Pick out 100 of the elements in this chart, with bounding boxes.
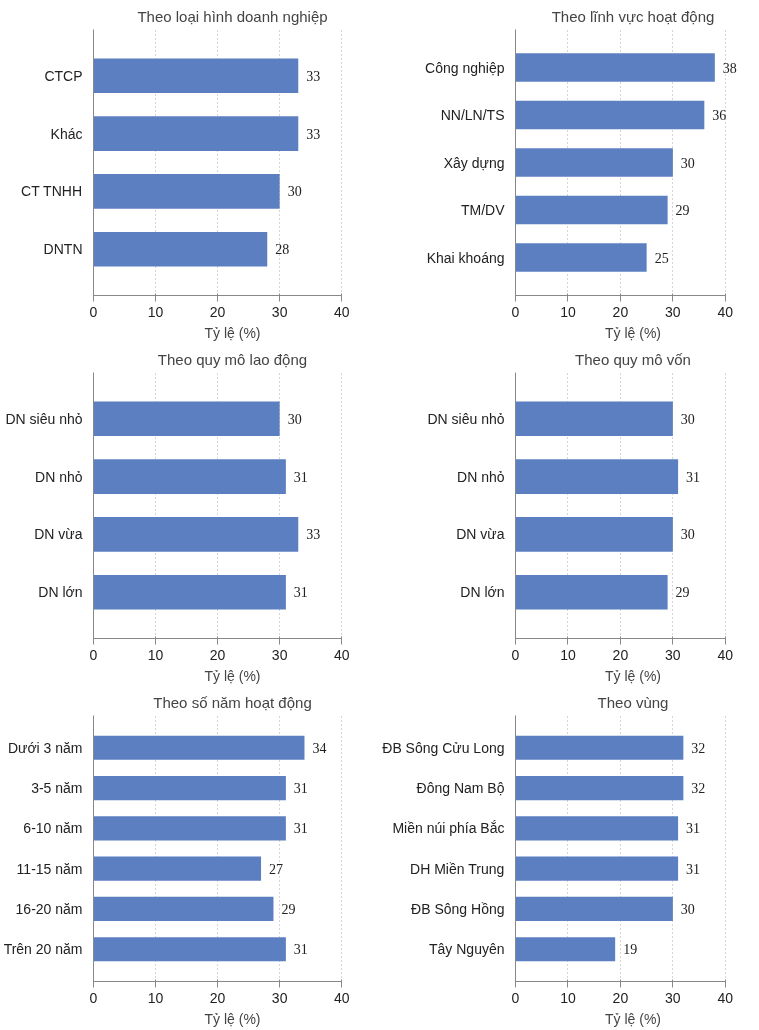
y-tick-label: DN lớn <box>460 584 505 601</box>
x-tick-label: 40 <box>717 303 734 320</box>
data-label: 34 <box>312 740 327 756</box>
data-label: 30 <box>680 411 695 427</box>
y-tick-label: DH Miền Trung <box>410 860 505 877</box>
y-tick-label: 16-20 năm <box>15 900 83 917</box>
y-tick-label: Dưới 3 năm <box>7 739 83 756</box>
data-label: 31 <box>293 942 308 958</box>
data-label: 30 <box>680 901 695 917</box>
y-tick-label: DN nhỏ <box>457 468 505 485</box>
x-tick-label: 20 <box>612 989 629 1006</box>
data-label: 33 <box>306 68 321 84</box>
chart-title: Theo quy mô lao động <box>157 350 308 368</box>
x-tick-label: 0 <box>89 989 98 1006</box>
x-tick-label: 20 <box>209 303 226 320</box>
x-tick-label: 40 <box>333 646 350 663</box>
y-tick-label: Miền núi phía Bắc <box>392 820 505 837</box>
x-tick-label: 40 <box>333 303 350 320</box>
x-tick-label: 0 <box>89 303 98 320</box>
y-tick-label: 6-10 năm <box>23 820 83 837</box>
x-tick-label: 10 <box>147 989 164 1006</box>
x-axis-title: Tỷ lệ (%) <box>204 1010 261 1027</box>
data-label: 36 <box>712 108 727 123</box>
y-tick-label: ĐB Sông Hồng <box>411 900 505 917</box>
data-label: 31 <box>686 861 701 877</box>
data-label: 29 <box>675 203 690 218</box>
x-tick-label: 10 <box>147 646 164 663</box>
chart-title: Theo quy mô vốn <box>575 350 691 368</box>
x-tick-label: 30 <box>271 303 288 320</box>
y-tick-label: DN nhỏ <box>35 468 83 485</box>
y-tick-label: Trên 20 năm <box>3 941 83 958</box>
data-label: 30 <box>287 184 302 200</box>
x-tick-label: 30 <box>665 989 681 1006</box>
data-label: 19 <box>623 942 638 958</box>
x-tick-label: 10 <box>560 303 576 320</box>
x-tick-label: 30 <box>665 646 681 663</box>
data-label: 33 <box>306 527 321 543</box>
chart-title: Theo vùng <box>597 693 669 711</box>
data-label: 32 <box>691 740 706 756</box>
x-tick-label: 0 <box>511 989 520 1006</box>
data-label: 31 <box>293 585 308 601</box>
data-label: 29 <box>281 901 296 917</box>
x-tick-label: 0 <box>511 646 520 663</box>
y-tick-label: 11-15 năm <box>16 860 83 877</box>
data-label: 31 <box>686 821 701 837</box>
x-tick-label: 0 <box>511 303 520 320</box>
y-tick-label: Khác <box>50 125 83 142</box>
data-label: 31 <box>686 469 701 485</box>
y-tick-label: Tây Nguyên <box>429 941 505 958</box>
y-tick-label: Xây dựng <box>443 154 505 171</box>
data-label: 38 <box>722 60 737 76</box>
data-label: 33 <box>306 126 321 142</box>
data-label: 30 <box>680 527 695 543</box>
y-tick-label: NN/LN/TS <box>440 107 505 123</box>
data-label: 31 <box>293 469 308 485</box>
y-tick-label: CTCP <box>44 67 83 84</box>
y-tick-label: Đông Nam Bộ <box>416 780 505 797</box>
y-tick-label: CT TNHH <box>21 183 82 200</box>
x-tick-label: 10 <box>560 989 576 1006</box>
data-label: 30 <box>287 411 302 427</box>
x-axis-title: Tỷ lệ (%) <box>605 667 661 684</box>
x-tick-label: 10 <box>147 303 164 320</box>
y-tick-label: DN lớn <box>38 584 83 601</box>
data-label: 31 <box>293 781 308 797</box>
x-tick-label: 20 <box>612 646 629 663</box>
x-tick-label: 20 <box>209 646 226 663</box>
x-axis-title: Tỷ lệ (%) <box>204 667 261 684</box>
y-tick-label: DN vừa <box>456 526 505 543</box>
data-label: 32 <box>691 781 706 797</box>
x-axis-title: Tỷ lệ (%) <box>605 324 661 341</box>
data-label: 29 <box>675 585 690 601</box>
y-tick-label: Công nghiệp <box>425 59 505 76</box>
chart-title: Theo số năm hoạt động <box>153 693 312 711</box>
x-tick-label: 10 <box>560 646 576 663</box>
y-tick-label: DN siêu nhỏ <box>5 410 83 427</box>
y-tick-label: DN siêu nhỏ <box>427 410 505 427</box>
x-tick-label: 40 <box>717 646 734 663</box>
y-tick-label: 3-5 năm <box>31 780 83 797</box>
x-tick-label: 40 <box>717 989 734 1006</box>
chart-title: Theo lĩnh vực hoạt động <box>551 7 715 25</box>
y-tick-label: ĐB Sông Cửu Long <box>382 739 505 756</box>
x-tick-label: 20 <box>612 303 629 320</box>
x-tick-label: 0 <box>89 646 98 663</box>
data-label: 27 <box>269 861 284 877</box>
x-tick-label: 40 <box>333 989 350 1006</box>
x-axis-title: Tỷ lệ (%) <box>204 324 261 341</box>
data-label: 30 <box>680 155 695 171</box>
chart-title: Theo loại hình doanh nghiệp <box>137 7 328 25</box>
x-axis-title: Tỷ lệ (%) <box>605 1010 661 1027</box>
x-tick-label: 30 <box>271 646 288 663</box>
data-label: 28 <box>275 242 290 258</box>
y-tick-label: Khai khoáng <box>426 249 505 266</box>
x-tick-label: 30 <box>271 989 288 1006</box>
y-tick-label: TM/DV <box>460 202 506 218</box>
x-tick-label: 20 <box>209 989 226 1006</box>
x-tick-label: 30 <box>665 303 681 320</box>
y-tick-label: DN vừa <box>34 526 83 543</box>
data-label: 31 <box>293 821 308 837</box>
y-tick-label: DNTN <box>43 241 83 258</box>
data-label: 25 <box>654 250 669 266</box>
